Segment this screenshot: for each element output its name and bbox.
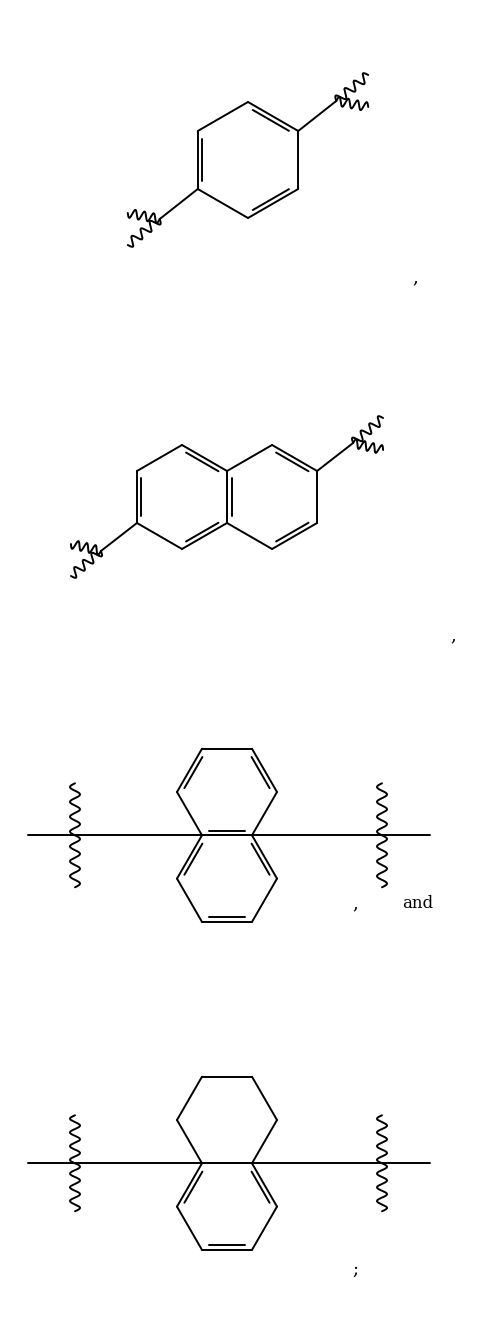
Text: ,: , bbox=[412, 268, 418, 286]
Text: ,: , bbox=[352, 894, 358, 912]
Text: and: and bbox=[402, 894, 433, 912]
Text: ,: , bbox=[450, 626, 456, 643]
Text: ;: ; bbox=[352, 1262, 358, 1279]
